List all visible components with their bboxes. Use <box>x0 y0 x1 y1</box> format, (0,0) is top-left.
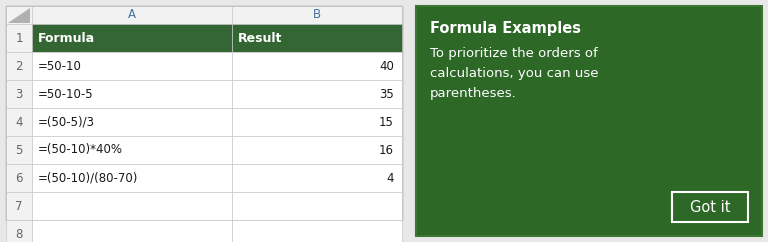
FancyBboxPatch shape <box>32 136 232 164</box>
FancyBboxPatch shape <box>6 80 32 108</box>
FancyBboxPatch shape <box>32 220 232 242</box>
FancyBboxPatch shape <box>32 52 232 80</box>
FancyBboxPatch shape <box>6 164 32 192</box>
Text: =50-10: =50-10 <box>38 60 82 73</box>
FancyBboxPatch shape <box>232 192 402 220</box>
FancyBboxPatch shape <box>6 6 32 24</box>
FancyBboxPatch shape <box>6 24 32 52</box>
Text: 16: 16 <box>379 144 394 157</box>
Text: 2: 2 <box>15 60 23 73</box>
Text: 40: 40 <box>379 60 394 73</box>
FancyBboxPatch shape <box>32 108 232 136</box>
FancyBboxPatch shape <box>232 164 402 192</box>
Text: 3: 3 <box>15 88 23 100</box>
FancyBboxPatch shape <box>232 136 402 164</box>
FancyBboxPatch shape <box>232 24 402 52</box>
Text: 35: 35 <box>379 88 394 100</box>
FancyBboxPatch shape <box>232 6 402 24</box>
FancyBboxPatch shape <box>6 52 32 80</box>
FancyBboxPatch shape <box>232 52 402 80</box>
FancyBboxPatch shape <box>672 192 748 222</box>
Text: 6: 6 <box>15 172 23 184</box>
FancyBboxPatch shape <box>232 80 402 108</box>
FancyBboxPatch shape <box>232 220 402 242</box>
Text: parentheses.: parentheses. <box>430 88 517 100</box>
Text: Formula Examples: Formula Examples <box>430 21 581 36</box>
Text: A: A <box>128 8 136 22</box>
Text: =50-10-5: =50-10-5 <box>38 88 94 100</box>
FancyBboxPatch shape <box>6 6 402 220</box>
FancyBboxPatch shape <box>6 136 32 164</box>
FancyBboxPatch shape <box>6 220 32 242</box>
Text: =(50-10)*40%: =(50-10)*40% <box>38 144 123 157</box>
Text: 8: 8 <box>15 227 23 241</box>
FancyBboxPatch shape <box>416 6 762 236</box>
FancyBboxPatch shape <box>32 192 232 220</box>
FancyBboxPatch shape <box>32 80 232 108</box>
Text: Got it: Got it <box>690 199 730 214</box>
Text: 1: 1 <box>15 31 23 45</box>
Text: =(50-10)/(80-70): =(50-10)/(80-70) <box>38 172 138 184</box>
Text: 4: 4 <box>386 172 394 184</box>
FancyBboxPatch shape <box>32 164 232 192</box>
FancyBboxPatch shape <box>6 108 32 136</box>
Text: Formula: Formula <box>38 31 95 45</box>
Text: 4: 4 <box>15 115 23 129</box>
Text: 7: 7 <box>15 199 23 212</box>
Text: 15: 15 <box>379 115 394 129</box>
FancyBboxPatch shape <box>232 108 402 136</box>
Text: 5: 5 <box>15 144 23 157</box>
FancyBboxPatch shape <box>6 192 32 220</box>
Polygon shape <box>8 8 30 23</box>
FancyBboxPatch shape <box>32 24 232 52</box>
Text: To prioritize the orders of: To prioritize the orders of <box>430 47 598 60</box>
Text: Result: Result <box>238 31 283 45</box>
Text: =(50-5)/3: =(50-5)/3 <box>38 115 95 129</box>
Text: calculations, you can use: calculations, you can use <box>430 68 598 81</box>
Text: B: B <box>313 8 321 22</box>
FancyBboxPatch shape <box>32 6 232 24</box>
